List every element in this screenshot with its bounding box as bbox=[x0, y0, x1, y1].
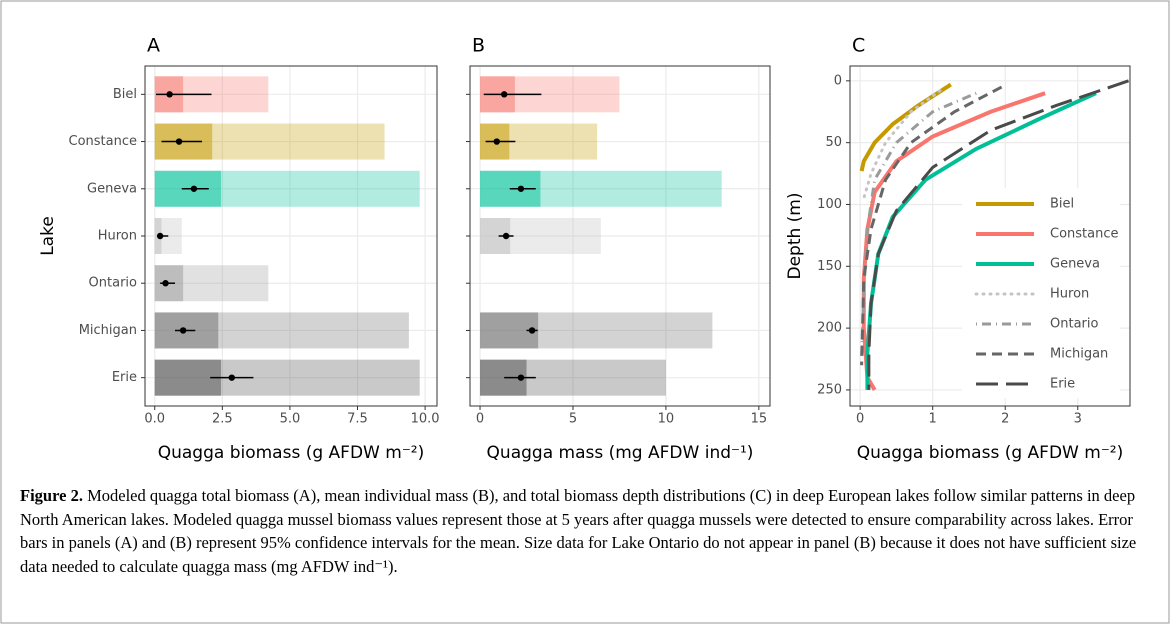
legend-label: Geneva bbox=[1050, 257, 1100, 272]
mean-point bbox=[166, 91, 173, 98]
mean-point bbox=[156, 232, 164, 240]
y-tick-label: Erie bbox=[112, 370, 137, 385]
panel-border bbox=[469, 65, 771, 407]
x-tick-label: 0 bbox=[856, 412, 864, 427]
mean-point bbox=[501, 91, 508, 98]
x-tick-label: 10 bbox=[658, 412, 675, 427]
legend-label: Erie bbox=[1050, 377, 1075, 392]
x-tick-label: 0.0 bbox=[144, 412, 165, 427]
panel-border bbox=[144, 65, 438, 407]
caption-label: Figure 2. bbox=[20, 486, 83, 505]
y-tick-label: 50 bbox=[825, 135, 842, 150]
line bbox=[862, 89, 942, 200]
mean-point bbox=[228, 374, 235, 381]
panel-title: C bbox=[852, 35, 865, 57]
x-tick-label: 2 bbox=[1001, 412, 1009, 427]
legend-label: Huron bbox=[1050, 287, 1089, 302]
legend-label: Michigan bbox=[1050, 347, 1108, 362]
line bbox=[860, 85, 1003, 366]
y-tick-label: 100 bbox=[817, 197, 842, 212]
caption-text: Modeled quagga total biomass (A), mean i… bbox=[20, 486, 1137, 576]
y-tick-label: Constance bbox=[69, 134, 138, 149]
mean-point bbox=[175, 138, 183, 145]
x-tick-label: 10.0 bbox=[411, 412, 440, 427]
y-axis-title: Depth (m) bbox=[785, 192, 805, 279]
x-tick-label: 3 bbox=[1074, 412, 1082, 427]
x-tick-label: 5.0 bbox=[280, 412, 301, 427]
x-tick-label: 7.5 bbox=[347, 412, 368, 427]
caption: Figure 2. Modeled quagga total biomass (… bbox=[20, 484, 1150, 578]
y-tick-label: 150 bbox=[817, 259, 842, 274]
y-tick-label: 0 bbox=[834, 73, 842, 88]
point-cloud-core bbox=[154, 359, 221, 396]
mean-point bbox=[190, 185, 198, 192]
mean-point bbox=[528, 327, 536, 334]
y-tick-label: Huron bbox=[98, 229, 137, 244]
mean-point bbox=[162, 280, 169, 287]
y-tick-label: Biel bbox=[113, 87, 137, 102]
legend-label: Ontario bbox=[1050, 317, 1098, 332]
mean-point bbox=[179, 327, 187, 334]
y-tick-label: Ontario bbox=[89, 276, 137, 291]
x-axis-title: Quagga biomass (g AFDW m⁻²) bbox=[857, 443, 1124, 463]
x-tick-label: 15 bbox=[751, 412, 768, 427]
y-tick-label: Geneva bbox=[87, 181, 137, 196]
panel-title: B bbox=[472, 35, 485, 57]
panel-title: A bbox=[147, 35, 160, 57]
y-tick-label: 200 bbox=[817, 321, 842, 336]
mean-point bbox=[517, 185, 525, 192]
mean-point bbox=[517, 374, 525, 381]
legend-box bbox=[962, 188, 1120, 398]
x-axis-title: Quagga biomass (g AFDW m⁻²) bbox=[158, 443, 425, 463]
x-tick-label: 2.5 bbox=[212, 412, 233, 427]
x-tick-label: 1 bbox=[929, 412, 937, 427]
y-axis-title: Lake bbox=[38, 216, 58, 256]
legend-label: Biel bbox=[1050, 197, 1074, 212]
x-tick-label: 0 bbox=[476, 412, 484, 427]
y-tick-label: 250 bbox=[817, 382, 842, 397]
x-axis-title: Quagga mass (mg AFDW ind⁻¹) bbox=[487, 443, 754, 463]
panel-border bbox=[849, 65, 1131, 407]
mean-point bbox=[502, 232, 510, 240]
mean-point bbox=[493, 138, 500, 145]
line bbox=[867, 79, 1130, 390]
y-tick-label: Michigan bbox=[79, 323, 137, 338]
legend-label: Constance bbox=[1050, 227, 1119, 242]
x-tick-label: 5 bbox=[569, 412, 577, 427]
